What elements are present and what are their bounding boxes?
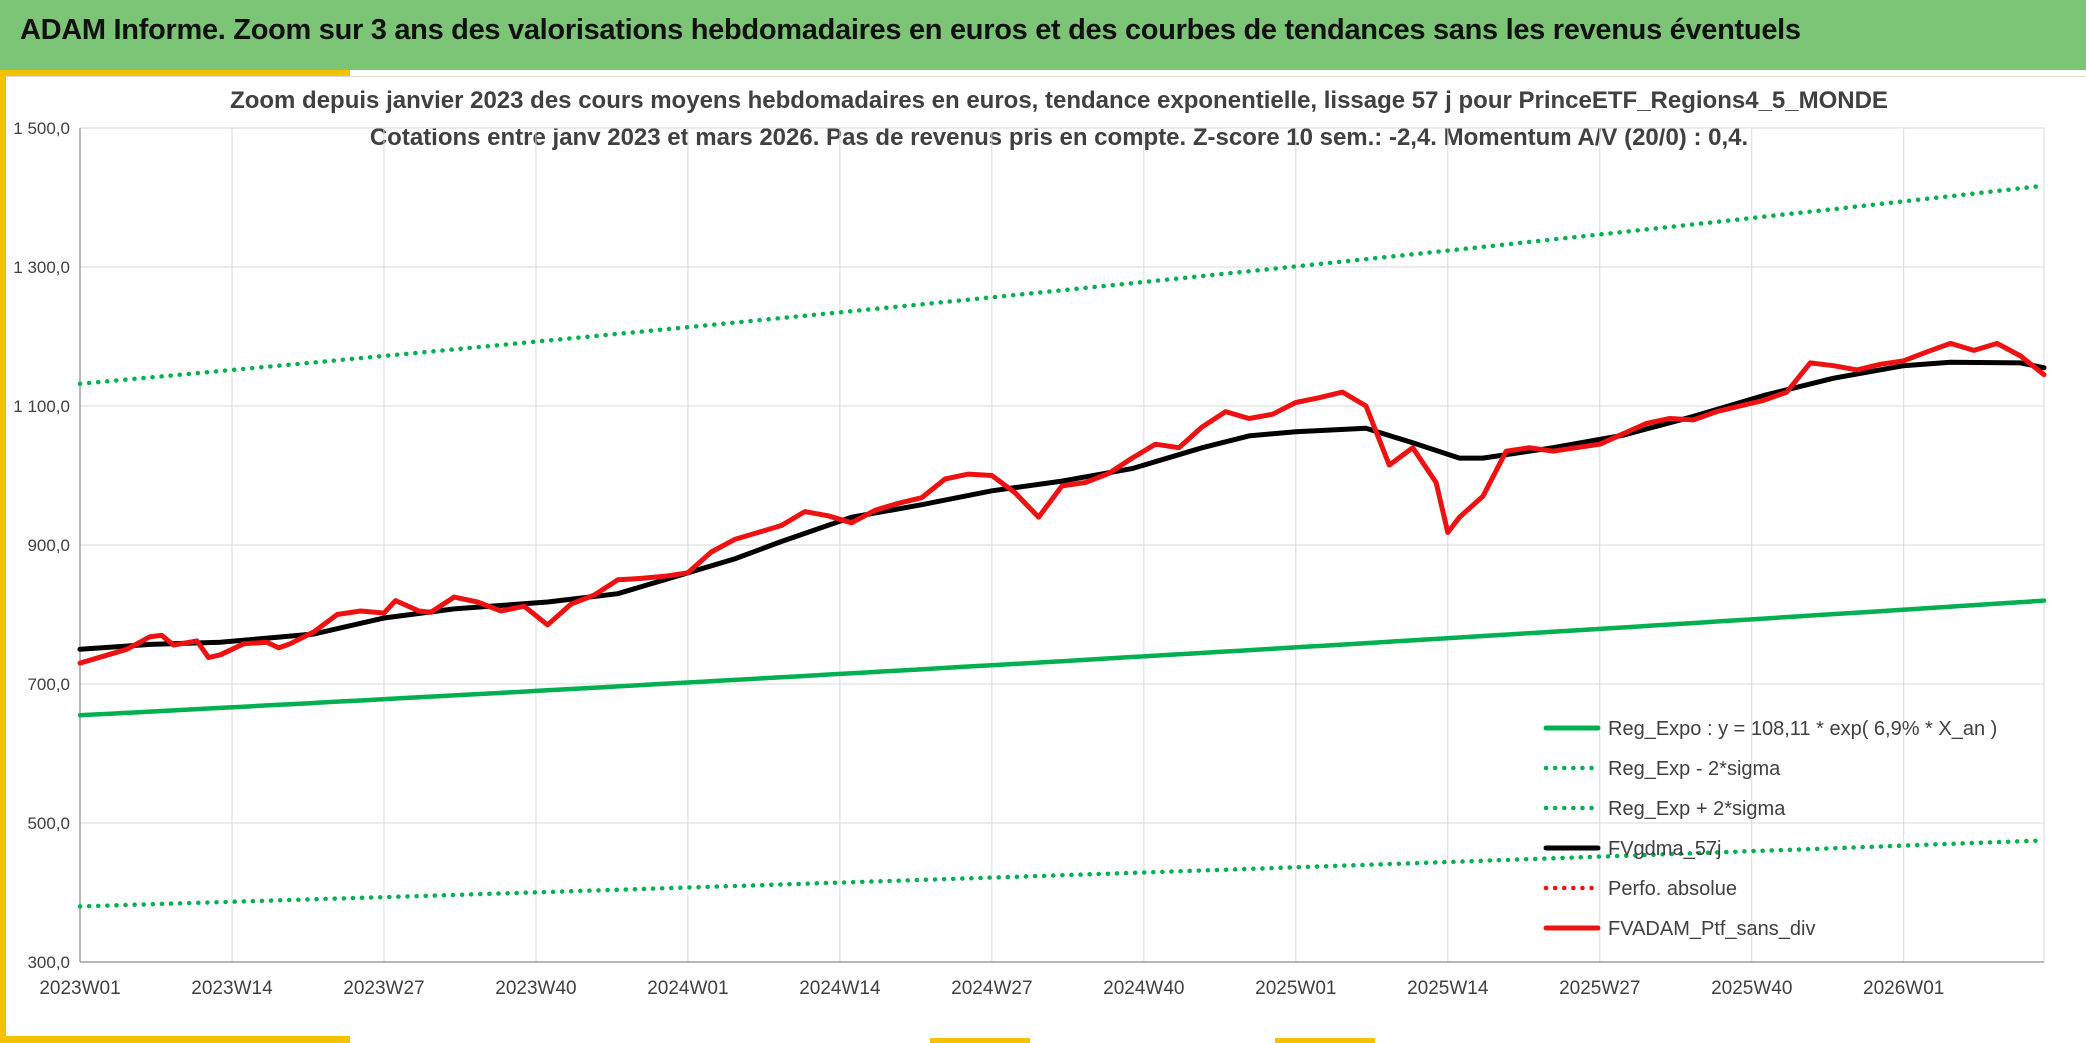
accent-bar-bottom — [0, 1036, 350, 1043]
y-tick-label: 900,0 — [27, 536, 70, 555]
chart-title-line1: Zoom depuis janvier 2023 des cours moyen… — [230, 87, 1888, 114]
y-tick-label: 700,0 — [27, 675, 70, 694]
y-tick-label: 1 500,0 — [13, 119, 70, 138]
y-tick-label: 500,0 — [27, 814, 70, 833]
x-tick-label: 2025W14 — [1407, 978, 1489, 999]
legend-label: FVgdma_57j — [1608, 838, 1721, 860]
y-tick-label: 1 100,0 — [13, 397, 70, 416]
x-tick-label: 2025W27 — [1559, 978, 1640, 999]
page-title: ADAM Informe. Zoom sur 3 ans des valoris… — [20, 14, 1801, 46]
x-tick-label: 2023W01 — [39, 978, 120, 999]
legend-label: Reg_Exp + 2*sigma — [1608, 798, 1786, 820]
header-bar: ADAM Informe. Zoom sur 3 ans des valoris… — [0, 0, 2086, 70]
accent-bar-left — [0, 70, 6, 1043]
chart-area: Zoom depuis janvier 2023 des cours moyen… — [6, 76, 2086, 1037]
y-tick-label: 300,0 — [27, 953, 70, 972]
series-fvgdma-57j — [77, 359, 2047, 652]
y-tick-label: 1 300,0 — [13, 258, 70, 277]
series-reg-expo — [77, 598, 2047, 718]
axis-labels: 1 500,0 1 300,0 1 100,0 900,0 700,0 500,0 300,… — [13, 119, 2044, 999]
x-tick-label: 2024W14 — [799, 978, 881, 999]
series-fvadam-ptf-sans-div — [77, 340, 2047, 666]
legend-label: Perfo. absolue — [1608, 878, 1737, 900]
x-tick-label: 2023W27 — [343, 978, 424, 999]
grid-lines — [79, 127, 2045, 963]
series-reg-exp-2-sigma — [77, 183, 2047, 387]
series-reg-exp-2-sigma — [77, 838, 2047, 909]
x-tick-label: 2023W14 — [191, 978, 273, 999]
line-chart: Zoom depuis janvier 2023 des cours moyen… — [13, 87, 2047, 999]
legend-label: Reg_Exp - 2*sigma — [1608, 758, 1781, 780]
series-lines — [77, 183, 2047, 909]
x-tick-label: 2025W01 — [1255, 978, 1336, 999]
x-tick-label: 2026W01 — [1863, 978, 1944, 999]
legend-label: FVADAM_Ptf_sans_div — [1608, 918, 1816, 940]
chart-legend: Reg_Expo : y = 108,11 * exp( 6,9% * X_an… — [1543, 718, 1997, 940]
accent-bar-bottom-mid — [1275, 1038, 1375, 1043]
accent-bar-bottom-mid — [930, 1038, 1030, 1043]
accent-bar-top — [0, 70, 350, 76]
x-tick-label: 2024W40 — [1103, 978, 1184, 999]
x-tick-label: 2024W27 — [951, 978, 1032, 999]
x-tick-label: 2023W40 — [495, 978, 576, 999]
x-tick-label: 2024W01 — [647, 978, 728, 999]
x-tick-label: 2025W40 — [1711, 978, 1792, 999]
legend-label: Reg_Expo : y = 108,11 * exp( 6,9% * X_an… — [1608, 718, 1997, 740]
